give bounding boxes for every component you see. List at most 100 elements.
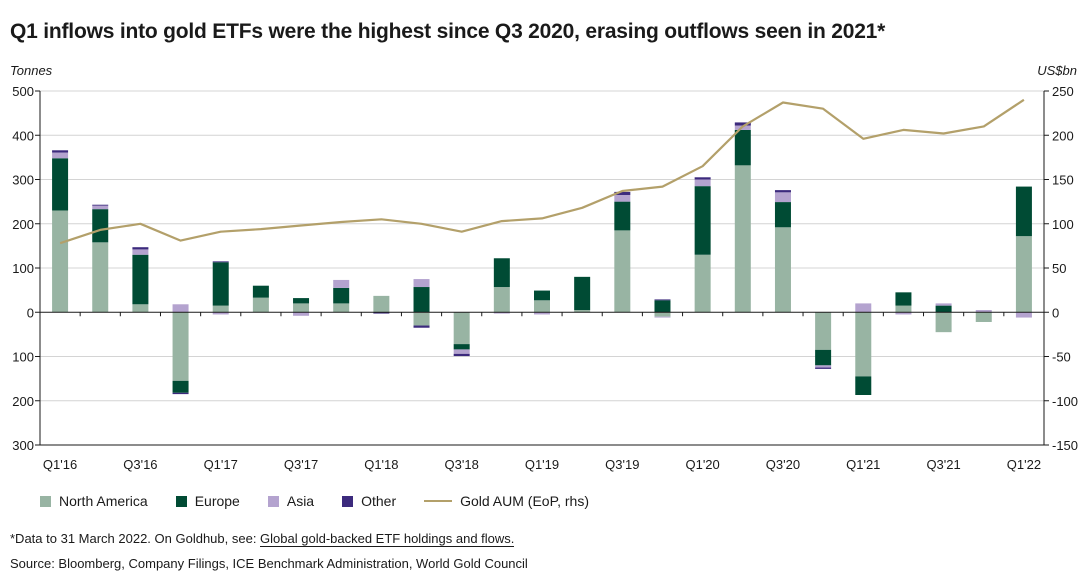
bar-europe (212, 262, 229, 306)
right-axis-unit: US$bn (1037, 63, 1077, 78)
bar-north-america (574, 310, 591, 313)
bar-europe (574, 276, 591, 311)
bar-other (654, 299, 671, 301)
left-tick-label: 200 (12, 394, 34, 409)
bar-other (92, 204, 109, 206)
right-tick-label: 50 (1052, 261, 1066, 276)
bar-asia (694, 179, 711, 187)
bar-europe (935, 305, 952, 313)
right-tick-label: 0 (1052, 305, 1059, 320)
x-tick-label: Q1'22 (1007, 457, 1041, 472)
left-tick-label: 300 (12, 438, 34, 453)
bar-asia (52, 152, 69, 159)
right-tick-label: 200 (1052, 128, 1074, 143)
bar-north-america (614, 230, 631, 313)
bar-other (614, 191, 631, 195)
bar-north-america (855, 312, 872, 377)
right-tick-label: 250 (1052, 84, 1074, 99)
bar-europe (453, 344, 470, 350)
bar-europe (534, 290, 550, 301)
bar-asia (293, 312, 310, 316)
footnote-text: *Data to 31 March 2022. On Goldhub, see: (10, 531, 261, 546)
legend: North America Europe Asia Other Gold AUM… (40, 493, 617, 509)
bar-asia (975, 310, 992, 313)
bar-asia (614, 194, 631, 202)
bar-europe (654, 300, 671, 313)
x-tick-label: Q3'16 (123, 457, 157, 472)
bar-north-america (373, 295, 390, 313)
legend-label-europe: Europe (194, 493, 240, 509)
right-tick-label: 100 (1052, 217, 1074, 232)
bar-europe (172, 380, 189, 393)
source-note: Source: Bloomberg, Company Filings, ICE … (10, 556, 528, 571)
bar-other (774, 190, 791, 193)
bar-asia (453, 349, 470, 354)
bar-north-america (815, 312, 832, 350)
x-tick-label: Q3'20 (766, 457, 800, 472)
legend-item-europe: Europe (175, 493, 240, 509)
left-tick-label: 500 (12, 84, 34, 99)
bar-north-america (935, 312, 952, 333)
bar-north-america (453, 312, 470, 345)
bar-asia (815, 365, 832, 368)
bar-europe (1015, 186, 1032, 237)
legend-label-asia: Asia (286, 493, 315, 509)
bar-north-america (132, 304, 149, 313)
bar-europe (132, 254, 149, 305)
left-axis-unit: Tonnes (10, 63, 53, 78)
bar-north-america (413, 312, 430, 326)
bar-asia (132, 249, 149, 255)
bar-north-america (333, 303, 350, 313)
gold-aum-line (59, 98, 1025, 245)
right-tick-label: -100 (1052, 394, 1078, 409)
bar-asia (212, 312, 229, 315)
x-tick-label: Q3'18 (445, 457, 479, 472)
bar-other (132, 247, 149, 250)
bar-europe (774, 202, 791, 228)
bar-europe (92, 209, 109, 243)
bar-north-america (172, 312, 189, 381)
left-tick-label: 100 (12, 261, 34, 276)
right-tick-label: -150 (1052, 438, 1078, 453)
bar-asia (172, 304, 189, 313)
bar-europe (734, 129, 751, 166)
left-tick-label: 300 (12, 173, 34, 188)
goldhub-link[interactable]: Global gold-backed ETF holdings and flow… (260, 531, 515, 547)
bar-asia (855, 303, 872, 313)
x-tick-label: Q1'19 (525, 457, 559, 472)
bar-north-america (975, 312, 992, 322)
legend-item-asia: Asia (267, 493, 315, 509)
x-tick-label: Q1'16 (43, 457, 77, 472)
bar-other (734, 122, 751, 126)
bar-asia (654, 316, 671, 318)
bar-europe (293, 298, 310, 304)
bar-europe (855, 376, 872, 395)
x-tick-label: Q3'17 (284, 457, 318, 472)
bar-europe (815, 349, 832, 366)
x-tick-label: Q1'17 (204, 457, 238, 472)
bar-europe (52, 158, 69, 211)
bar-north-america (734, 165, 751, 313)
bar-asia (413, 279, 430, 288)
bar-other (212, 261, 229, 263)
bar-asia (333, 279, 350, 288)
bar-other (815, 367, 832, 369)
bar-asia (493, 312, 510, 314)
bar-north-america (493, 287, 510, 313)
legend-swatch-europe (175, 495, 187, 507)
bar-other (52, 150, 69, 153)
bar-other (453, 353, 470, 357)
legend-swatch-gold-aum (424, 500, 453, 502)
bar-europe (694, 186, 711, 255)
right-tick-label: 150 (1052, 173, 1074, 188)
bar-europe (895, 292, 912, 306)
legend-item-gold-aum: Gold AUM (EoP, rhs) (424, 493, 589, 509)
legend-label-gold-aum: Gold AUM (EoP, rhs) (460, 493, 590, 509)
bar-europe (493, 258, 510, 288)
bar-europe (413, 287, 430, 313)
bar-europe (252, 285, 269, 298)
bar-other (373, 312, 390, 314)
bar-north-america (293, 303, 310, 313)
bar-other (413, 325, 430, 328)
